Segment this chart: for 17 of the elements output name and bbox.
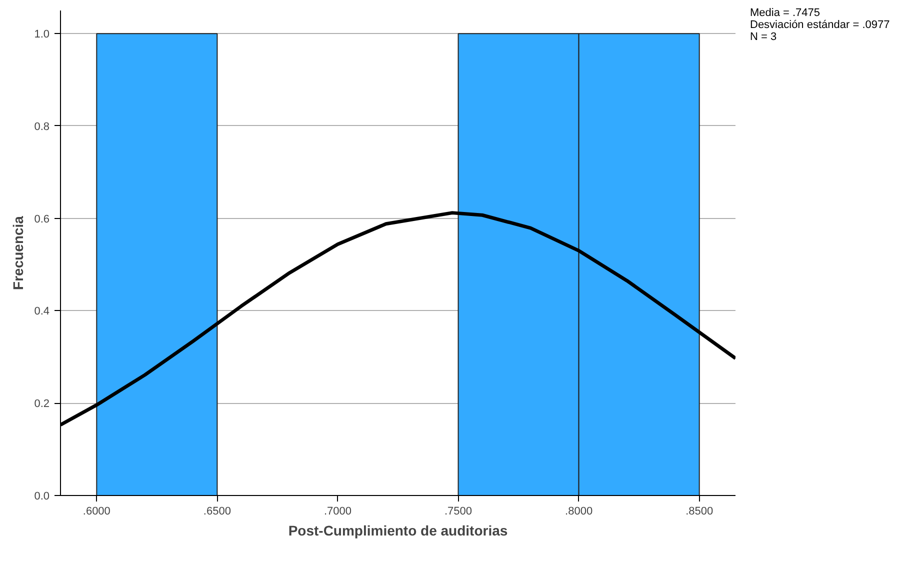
text: Desviación estándar = .0977 xyxy=(750,19,890,31)
x-tick-label: .6500 xyxy=(203,506,231,518)
x-tick-label: .8000 xyxy=(565,506,593,518)
y-tick-label: 1.0 xyxy=(34,28,50,41)
y-axis-title: Frecuencia xyxy=(10,216,26,290)
y-tick-label: 0.6 xyxy=(34,213,50,226)
x-tick-label: .7000 xyxy=(324,506,352,518)
y-tick-label: 0.2 xyxy=(34,398,50,410)
y-tick-label: 0.4 xyxy=(34,306,50,318)
text: N = 3 xyxy=(750,31,777,43)
y-tick-label: 0.0 xyxy=(34,490,50,502)
x-tick-label: .8500 xyxy=(686,506,714,518)
y-tick-label: 0.8 xyxy=(34,120,50,133)
x-tick-label: .6000 xyxy=(82,506,110,518)
text: Media = .7475 xyxy=(750,7,820,19)
x-tick-label: .7500 xyxy=(444,506,472,518)
x-axis-title: Post-Cumplimiento de auditorias xyxy=(288,522,508,538)
